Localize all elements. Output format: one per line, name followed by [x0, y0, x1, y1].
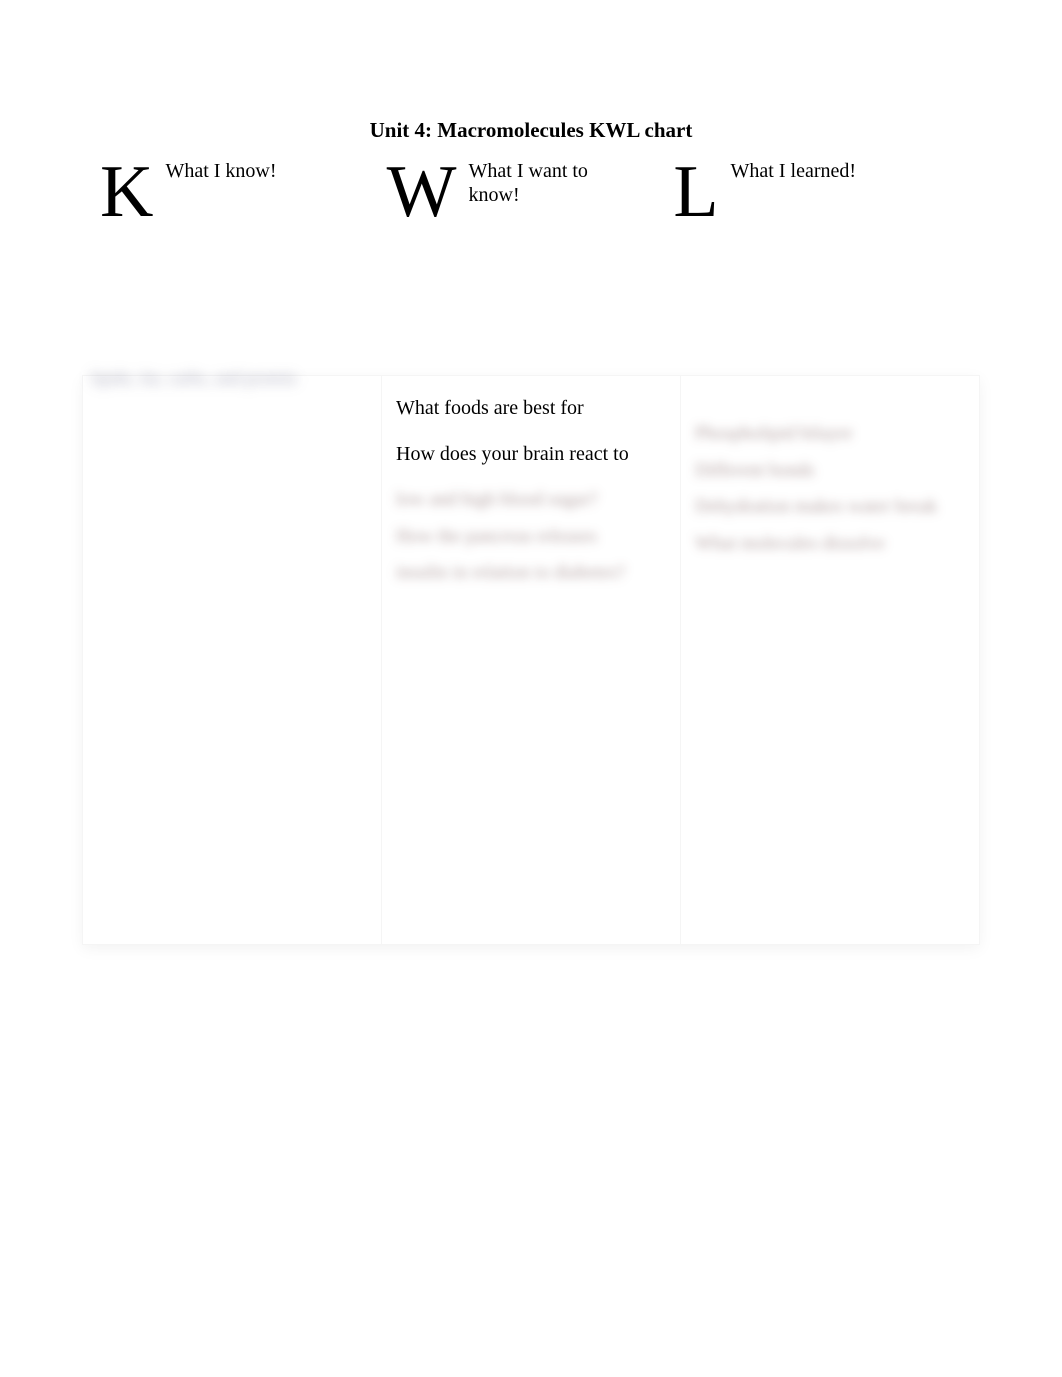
letter-l: L — [673, 155, 718, 229]
kwl-table: lipids, fat, carbs, and protein What foo… — [82, 375, 980, 945]
label-w: What I want to know! — [469, 159, 619, 207]
col-k: K What I know! — [100, 155, 387, 229]
col-w: W What I want to know! — [387, 155, 674, 229]
table-col-l: Phospholipid bilayer Different bonds Deh… — [681, 375, 980, 945]
letter-k: K — [100, 155, 153, 229]
col3-blurred2: Different bonds — [695, 457, 965, 486]
col2-line2: How does your brain react to — [396, 440, 666, 468]
table-col-k: lipids, fat, carbs, and protein — [82, 375, 382, 945]
kwl-header-row: K What I know! W What I want to know! L … — [100, 155, 960, 229]
col3-blurred3: Dehydration makes water break — [695, 493, 965, 522]
label-k: What I know! — [165, 159, 276, 183]
col3-blurred1: Phospholipid bilayer — [695, 420, 965, 449]
col2-line1: What foods are best for — [396, 394, 666, 422]
document-title: Unit 4: Macromolecules KWL chart — [0, 118, 1062, 143]
col2-blurred1: low and high blood sugar? — [396, 486, 666, 515]
label-l: What I learned! — [731, 159, 856, 183]
col3-blurred4: What molecules dissolve — [695, 530, 965, 559]
letter-w: W — [387, 155, 457, 229]
table-col-w: What foods are best for How does your br… — [382, 375, 681, 945]
col2-blurred2: How the pancreas releases — [396, 523, 666, 552]
col2-blurred3: insulin in relation to diabetes? — [396, 559, 666, 588]
col-l: L What I learned! — [673, 155, 960, 229]
col1-blurred-text: lipids, fat, carbs, and protein — [91, 368, 296, 389]
